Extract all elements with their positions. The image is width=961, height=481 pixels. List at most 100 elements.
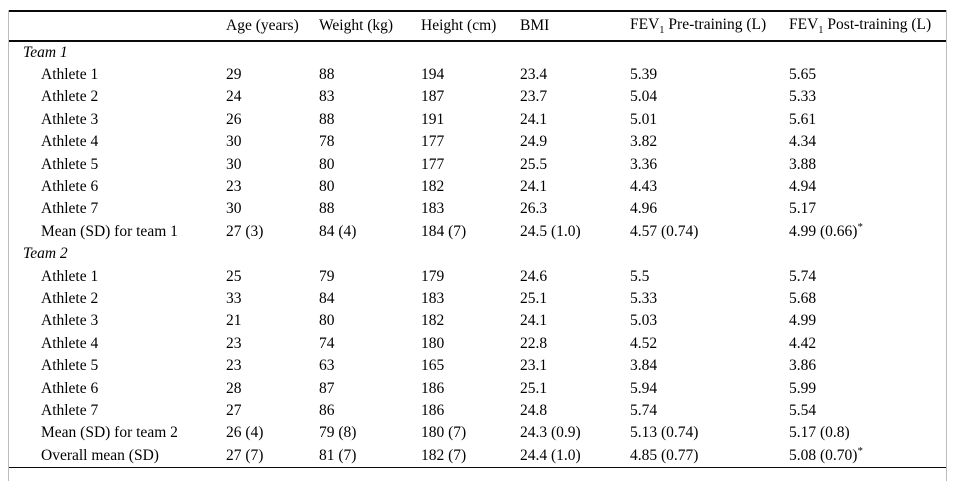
cell: 3.36 bbox=[630, 155, 658, 173]
cell: 80 bbox=[319, 155, 335, 173]
row-label: Athlete 1 bbox=[41, 66, 99, 84]
cell: 5.13 (0.74) bbox=[630, 424, 699, 442]
cell: 23 bbox=[226, 178, 242, 196]
row-label: Athlete 4 bbox=[41, 133, 99, 151]
significance-asterisk: * bbox=[857, 444, 863, 457]
cell: 80 bbox=[319, 312, 335, 330]
cell: 5.65 bbox=[789, 66, 817, 84]
row-label: Athlete 2 bbox=[41, 88, 99, 106]
cell: 26 bbox=[226, 110, 242, 128]
cell: 5.08 (0.70)* bbox=[789, 444, 863, 464]
cell: 88 bbox=[319, 200, 335, 218]
athletes-fev-table: Age (years) Weight (kg) Height (cm) BMI FEV1… bbox=[9, 10, 946, 468]
cell: 4.42 bbox=[789, 334, 817, 352]
cell: 191 bbox=[421, 110, 445, 128]
cell: 63 bbox=[319, 357, 335, 375]
cell: 5.04 bbox=[630, 88, 658, 106]
cell: 23.1 bbox=[520, 357, 548, 375]
cell: 78 bbox=[319, 133, 335, 151]
row-label: Athlete 7 bbox=[41, 401, 99, 419]
cell: 3.82 bbox=[630, 133, 658, 151]
table-row: Athlete 1 25 79 179 24.6 5.5 5.74 bbox=[9, 265, 946, 287]
cell: 187 bbox=[421, 88, 445, 106]
cell: 182 bbox=[421, 178, 445, 196]
table-row: Athlete 2 24 83 187 23.7 5.04 5.33 bbox=[9, 86, 946, 108]
cell bbox=[319, 243, 421, 265]
cell: 87 bbox=[319, 379, 335, 397]
column-header bbox=[9, 11, 226, 42]
cell: 22.8 bbox=[520, 334, 548, 352]
cell: 23.7 bbox=[520, 88, 548, 106]
cell: 24.1 bbox=[520, 312, 548, 330]
row-label: Athlete 3 bbox=[41, 312, 99, 330]
cell: 179 bbox=[421, 267, 445, 285]
cell: 24.8 bbox=[520, 401, 548, 419]
table-row: Athlete 6 23 80 182 24.1 4.43 4.94 bbox=[9, 176, 946, 198]
cell: 5.33 bbox=[789, 88, 817, 106]
cell: 186 bbox=[421, 379, 445, 397]
row-label: Athlete 6 bbox=[41, 379, 99, 397]
cell: 24 bbox=[226, 88, 242, 106]
cell: 25.1 bbox=[520, 379, 548, 397]
row-label: Athlete 5 bbox=[41, 357, 99, 375]
cell: 5.74 bbox=[789, 267, 817, 285]
cell: 79 bbox=[319, 267, 335, 285]
table-frame: Age (years) Weight (kg) Height (cm) BMI FEV1… bbox=[8, 10, 947, 481]
cell: 3.86 bbox=[789, 357, 817, 375]
table-row: Athlete 1 29 88 194 23.4 5.39 5.65 bbox=[9, 64, 946, 86]
column-header: BMI bbox=[520, 11, 630, 42]
significance-asterisk: * bbox=[857, 220, 863, 233]
row-label: Team 1 bbox=[23, 43, 68, 61]
row-label: Athlete 1 bbox=[41, 267, 99, 285]
column-header: Age (years) bbox=[226, 11, 319, 42]
row-label: Mean (SD) for team 2 bbox=[41, 424, 178, 442]
cell: 25 bbox=[226, 267, 242, 285]
cell: 4.34 bbox=[789, 133, 817, 151]
cell: 5.33 bbox=[630, 289, 658, 307]
cell bbox=[789, 41, 946, 64]
cell: 26 (4) bbox=[226, 424, 264, 442]
cell: 24.3 (0.9) bbox=[520, 424, 581, 442]
cell bbox=[319, 41, 421, 64]
cell: 23.4 bbox=[520, 66, 548, 84]
cell: 84 bbox=[319, 289, 335, 307]
row-label: Team 2 bbox=[23, 245, 68, 263]
cell bbox=[520, 243, 630, 265]
cell: 88 bbox=[319, 110, 335, 128]
cell: 74 bbox=[319, 334, 335, 352]
table-row: Athlete 7 27 86 186 24.8 5.74 5.54 bbox=[9, 400, 946, 422]
cell: 80 bbox=[319, 178, 335, 196]
cell: 3.88 bbox=[789, 155, 817, 173]
cell: 84 (4) bbox=[319, 222, 357, 240]
column-header: FEV1 Post-training (L) bbox=[789, 11, 946, 42]
cell: 24.6 bbox=[520, 267, 548, 285]
cell: 4.99 bbox=[789, 312, 817, 330]
table-row: Athlete 7 30 88 183 26.3 4.96 5.17 bbox=[9, 198, 946, 220]
cell bbox=[789, 243, 946, 265]
cell: 4.96 bbox=[630, 200, 658, 218]
cell: 5.99 bbox=[789, 379, 817, 397]
cell: 24.5 (1.0) bbox=[520, 222, 581, 240]
cell bbox=[421, 243, 520, 265]
cell: 4.99 (0.66)* bbox=[789, 220, 863, 240]
cell: 27 (3) bbox=[226, 222, 264, 240]
cell: 5.17 (0.8) bbox=[789, 424, 850, 442]
cell: 5.5 bbox=[630, 267, 650, 285]
cell: 5.54 bbox=[789, 401, 817, 419]
column-header: Height (cm) bbox=[421, 11, 520, 42]
cell: 183 bbox=[421, 289, 445, 307]
cell: 180 bbox=[421, 334, 445, 352]
subscript: 1 bbox=[818, 24, 824, 36]
team-group-row: Team 2 bbox=[9, 243, 946, 265]
cell: 30 bbox=[226, 133, 242, 151]
row-label: Athlete 6 bbox=[41, 178, 99, 196]
table-row: Athlete 3 21 80 182 24.1 5.03 4.99 bbox=[9, 310, 946, 332]
row-label: Athlete 2 bbox=[41, 289, 99, 307]
cell: 182 (7) bbox=[421, 446, 467, 464]
cell: 180 (7) bbox=[421, 424, 467, 442]
cell: 5.68 bbox=[789, 289, 817, 307]
cell: 86 bbox=[319, 401, 335, 419]
cell: 5.74 bbox=[630, 401, 658, 419]
cell: 23 bbox=[226, 357, 242, 375]
